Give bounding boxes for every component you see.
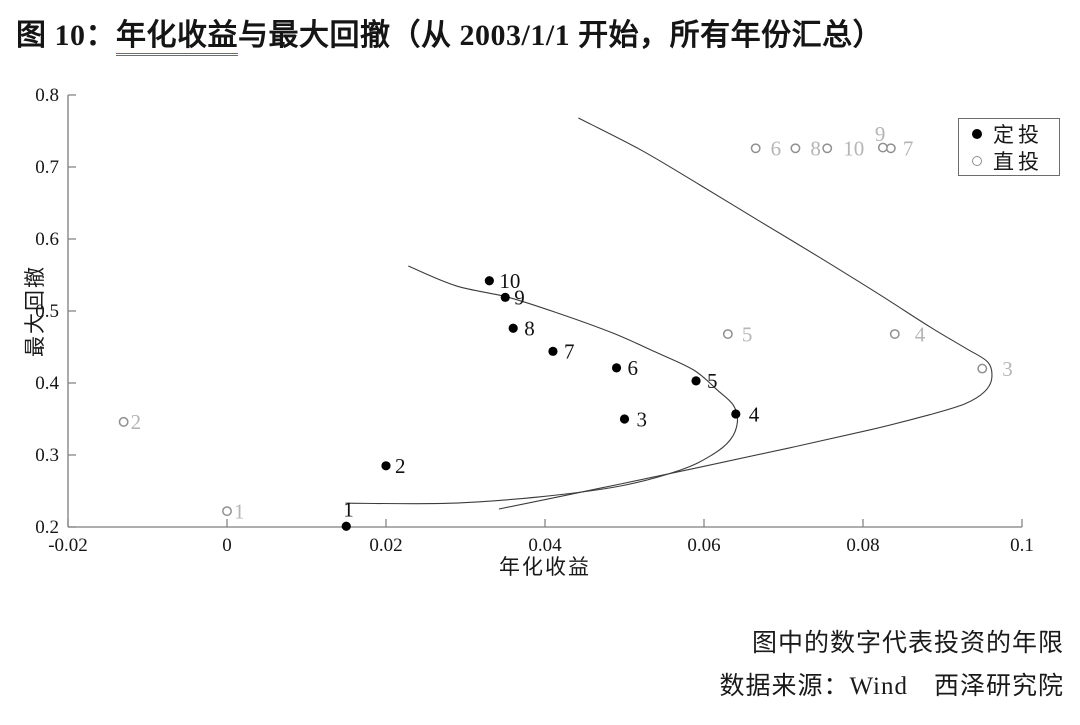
open-circle-icon (972, 155, 982, 166)
chart-title-prefix: 图 10： (16, 19, 116, 52)
point-label-dingtou-8: 8 (524, 317, 535, 341)
chart-title-suffix: 与最大回撤（从 2003/1/1 开始，所有年份汇总） (238, 19, 884, 52)
point-zhitou-7 (885, 143, 896, 154)
point-zhitou-3 (977, 363, 988, 374)
point-zhitou-4 (889, 329, 900, 339)
point-dingtou-1 (341, 521, 351, 531)
point-label-zhitou-7: 7 (903, 137, 914, 161)
point-label-dingtou-10: 10 (499, 269, 520, 293)
filled-dot-icon (972, 128, 982, 139)
point-dingtou-4 (731, 409, 741, 419)
captions-block: 图中的数字代表投资的年限 数据来源：Wind 西泽研究院 (719, 622, 1064, 708)
legend-label-dingtou: 定投 (993, 122, 1043, 147)
point-dingtou-6 (611, 363, 622, 373)
point-zhitou-5 (722, 329, 733, 339)
point-label-dingtou-9: 9 (514, 286, 525, 310)
legend-item-zhitou: 直投 (972, 149, 1059, 174)
point-label-dingtou-2: 2 (395, 454, 406, 478)
point-dingtou-9 (500, 292, 510, 302)
point-label-dingtou-1: 1 (343, 498, 354, 522)
scatter-plot: -0.02 0 0.02 0.04 0.06 0.08 0.1 0.2 0.3 0.4 0.5 0.6… (35, 85, 1034, 556)
curve-outer-frontier (498, 117, 993, 510)
chart-title-underlined-term: 年化收益 (116, 19, 238, 56)
y-axis-label: 最大回撤 (23, 265, 47, 357)
caption-note: 图中的数字代表投资的年限 (751, 630, 1064, 657)
y-tick-label: 0.5 (35, 301, 59, 322)
y-tick-label: 0.3 (35, 445, 59, 466)
point-zhitou-10 (822, 143, 833, 154)
point-dingtou-10 (484, 276, 494, 286)
point-label-zhitou-10: 10 (843, 137, 864, 161)
point-label-dingtou-6: 6 (628, 356, 639, 380)
x-tick-label: 0.1 (1010, 535, 1034, 556)
y-tick-label: 0.4 (35, 373, 59, 394)
point-dingtou-3 (619, 414, 630, 424)
point-label-dingtou-5: 5 (707, 369, 718, 393)
point-label-zhitou-6: 6 (771, 137, 782, 161)
y-tick-label: 0.7 (35, 157, 59, 178)
point-zhitou-9 (877, 142, 888, 153)
point-zhitou-6 (750, 143, 761, 154)
point-dingtou-2 (381, 461, 391, 471)
point-label-dingtou-3: 3 (637, 407, 648, 431)
chart-title: 图 10：年化收益与最大回撤（从 2003/1/1 开始，所有年份汇总） (16, 10, 884, 56)
x-tick-label: 0 (222, 535, 232, 556)
point-label-zhitou-5: 5 (742, 322, 753, 346)
point-label-zhitou-1: 1 (234, 500, 245, 524)
point-dingtou-7 (548, 346, 558, 356)
legend-label-zhitou: 直投 (993, 149, 1043, 174)
x-tick-label: 0.08 (846, 535, 879, 556)
point-dingtou-8 (508, 323, 518, 333)
x-tick-label: 0.06 (687, 535, 720, 556)
point-label-zhitou-8: 8 (810, 137, 821, 161)
point-zhitou-8 (790, 143, 801, 154)
point-label-dingtou-7: 7 (564, 340, 575, 364)
point-label-zhitou-9: 9 (875, 122, 886, 146)
legend-box: 定投 直投 (958, 118, 1060, 176)
y-tick-label: 0.2 (35, 517, 59, 538)
y-tick-label: 0.6 (35, 229, 59, 250)
point-label-zhitou-3: 3 (1002, 357, 1013, 381)
caption-source: 数据来源：Wind 西泽研究院 (719, 673, 1064, 700)
point-label-zhitou-2: 2 (131, 410, 142, 434)
legend-item-dingtou: 定投 (972, 122, 1059, 147)
point-dingtou-5 (691, 376, 701, 386)
x-tick-label: 0.04 (528, 535, 562, 556)
x-tick-label: -0.02 (48, 535, 88, 556)
point-label-dingtou-4: 4 (749, 402, 760, 426)
point-zhitou-1 (222, 506, 232, 517)
y-tick-label: 0.8 (35, 85, 59, 106)
point-zhitou-2 (118, 416, 129, 427)
x-tick-label: 0.02 (369, 535, 402, 556)
x-axis-label: 年化收益 (499, 555, 591, 579)
point-label-zhitou-4: 4 (915, 322, 926, 346)
